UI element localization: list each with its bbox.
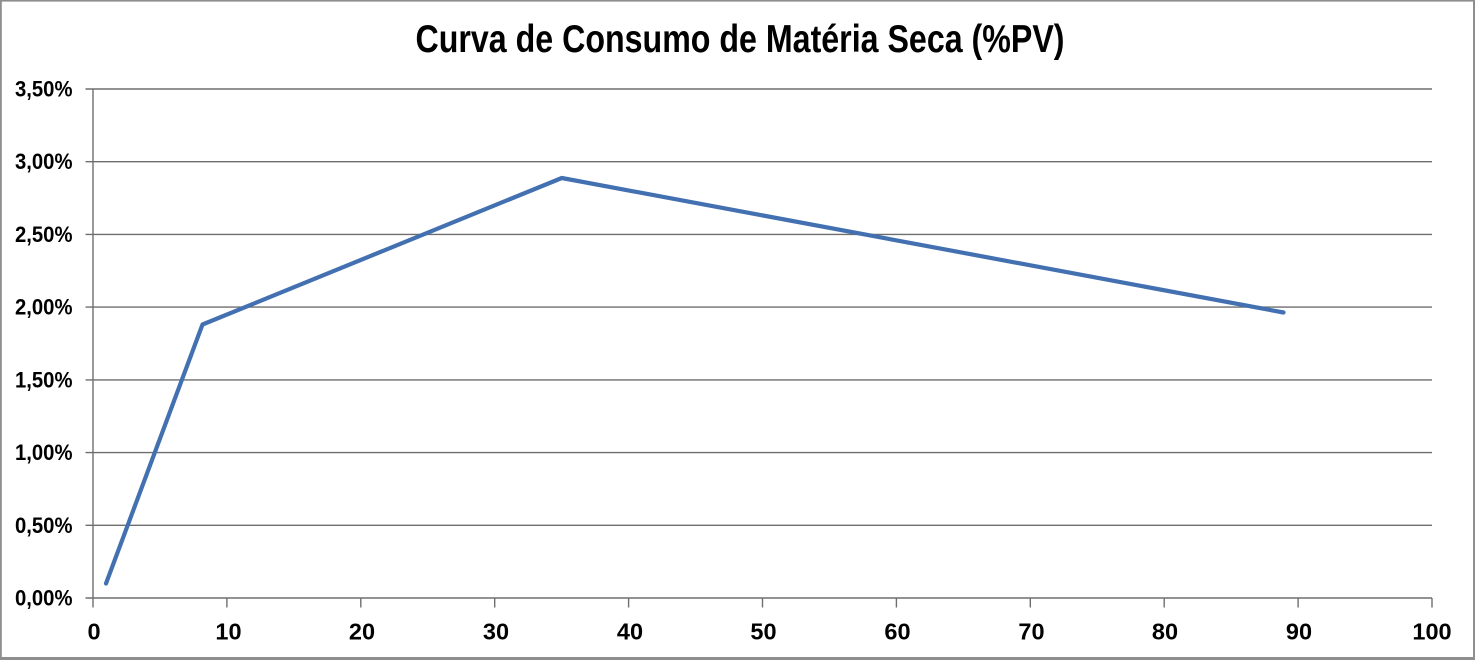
svg-text:0: 0 xyxy=(87,618,100,644)
svg-text:90: 90 xyxy=(1286,618,1312,644)
svg-text:2,00%: 2,00% xyxy=(15,295,73,320)
svg-text:20: 20 xyxy=(349,618,375,644)
svg-text:80: 80 xyxy=(1152,618,1178,644)
svg-text:100: 100 xyxy=(1412,618,1451,644)
svg-text:1,50%: 1,50% xyxy=(15,367,73,392)
svg-text:10: 10 xyxy=(215,618,241,644)
svg-text:30: 30 xyxy=(483,618,509,644)
svg-text:50: 50 xyxy=(750,618,776,644)
svg-text:1,00%: 1,00% xyxy=(15,440,73,465)
svg-text:Curva de Consumo de Matéria Se: Curva de Consumo de Matéria Seca (%PV) xyxy=(416,18,1065,61)
svg-text:40: 40 xyxy=(617,618,643,644)
svg-text:60: 60 xyxy=(884,618,910,644)
svg-text:0,50%: 0,50% xyxy=(15,513,73,538)
svg-text:2,50%: 2,50% xyxy=(15,222,73,247)
svg-text:0,00%: 0,00% xyxy=(15,586,73,611)
svg-text:3,50%: 3,50% xyxy=(15,77,73,102)
svg-text:3,00%: 3,00% xyxy=(15,149,73,174)
svg-text:70: 70 xyxy=(1018,618,1044,644)
